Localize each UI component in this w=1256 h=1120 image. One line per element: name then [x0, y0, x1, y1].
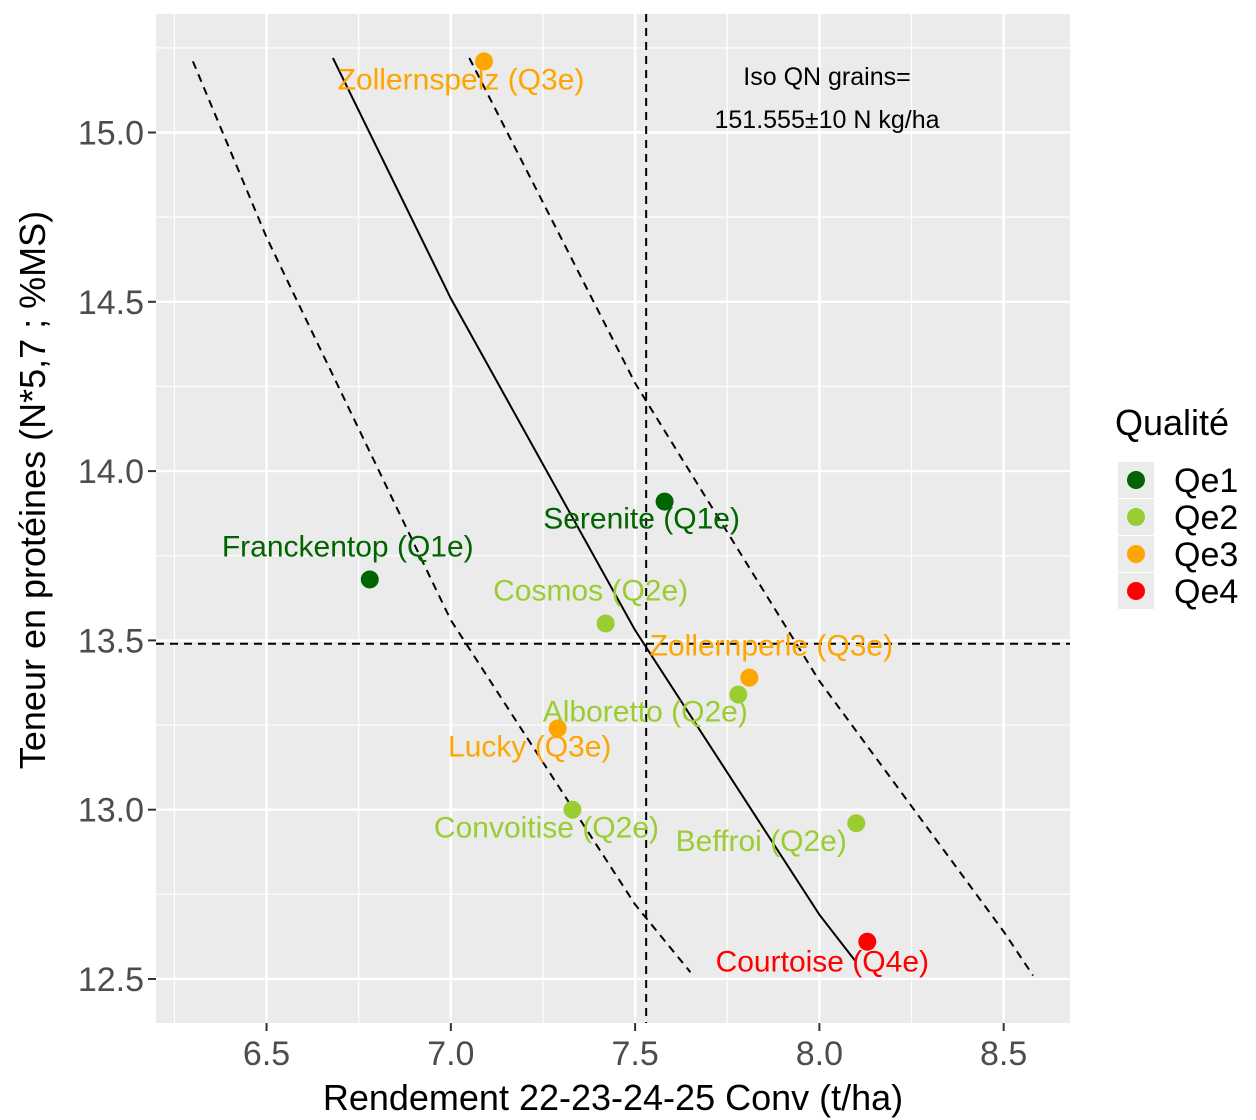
major-gridlines	[156, 14, 1070, 1023]
point-label: Zollernperle (Q3e)	[650, 630, 893, 663]
x-tick-label: 7.5	[611, 1035, 658, 1073]
y-tick-label: 12.5	[78, 961, 144, 999]
data-point	[729, 685, 748, 704]
y-tick-label: 15.0	[78, 115, 144, 153]
data-point	[563, 800, 582, 819]
point-label: Courtoise (Q4e)	[716, 946, 929, 979]
point-labels: Zollernspelz (Q3e) Serenite (Q1e) Francken…	[222, 63, 929, 978]
iso-curve-upper	[468, 57, 1034, 977]
point-label: Convoitise (Q2e)	[434, 812, 659, 845]
data-point	[360, 570, 379, 589]
x-axis-ticks: 6.5 7.0 7.5 8.0 8.5	[243, 1023, 1027, 1073]
legend-label: Qe4	[1174, 573, 1238, 611]
x-tick-label: 6.5	[243, 1035, 290, 1073]
iso-curves	[191, 57, 1034, 977]
annotation-line-1: Iso QN grains=	[743, 63, 910, 91]
legend-label: Qe3	[1174, 536, 1238, 574]
minor-gridlines	[156, 14, 1070, 1023]
x-tick-label: 8.5	[980, 1035, 1027, 1073]
point-label: Cosmos (Q2e)	[493, 574, 688, 607]
y-axis-ticks: 12.5 13.0 13.5 14.0 14.5 15.0	[78, 115, 156, 999]
legend-swatch	[1127, 508, 1145, 526]
iso-curve-lower	[191, 61, 692, 973]
annotation-line-2: 151.555±10 N kg/ha	[715, 106, 940, 134]
plot-panel	[156, 14, 1070, 1023]
legend-swatch	[1127, 582, 1145, 600]
data-point	[596, 614, 615, 633]
y-tick-label: 14.0	[78, 453, 144, 491]
point-label: Beffroi (Q2e)	[676, 825, 847, 858]
data-point	[847, 814, 866, 833]
x-axis-title: Rendement 22-23-24-25 Conv (t/ha)	[323, 1077, 903, 1118]
legend-swatch	[1127, 545, 1145, 563]
data-point	[655, 492, 674, 511]
y-tick-label: 13.0	[78, 792, 144, 830]
point-label: Zollernspelz (Q3e)	[338, 63, 585, 96]
data-point	[475, 52, 494, 71]
iso-curve-center	[332, 57, 857, 963]
legend-label: Qe1	[1174, 462, 1238, 500]
y-axis-title: Teneur en protéines (N*5,7 ; %MS)	[12, 211, 53, 769]
reference-lines	[156, 14, 1070, 1023]
y-tick-label: 13.5	[78, 622, 144, 660]
point-label: Alboretto (Q2e)	[543, 696, 748, 729]
data-points	[360, 52, 877, 951]
x-tick-label: 8.0	[796, 1035, 843, 1073]
point-label: Lucky (Q3e)	[448, 730, 611, 763]
legend-swatch	[1127, 471, 1145, 489]
point-label: Franckentop (Q1e)	[222, 530, 474, 563]
legend-label: Qe2	[1174, 499, 1238, 537]
data-point	[740, 668, 759, 687]
legend-title: Qualité	[1115, 402, 1229, 443]
data-point	[548, 719, 567, 738]
data-point	[858, 932, 877, 951]
x-tick-label: 7.0	[427, 1035, 474, 1073]
point-label: Serenite (Q1e)	[543, 503, 740, 536]
y-tick-label: 14.5	[78, 284, 144, 322]
